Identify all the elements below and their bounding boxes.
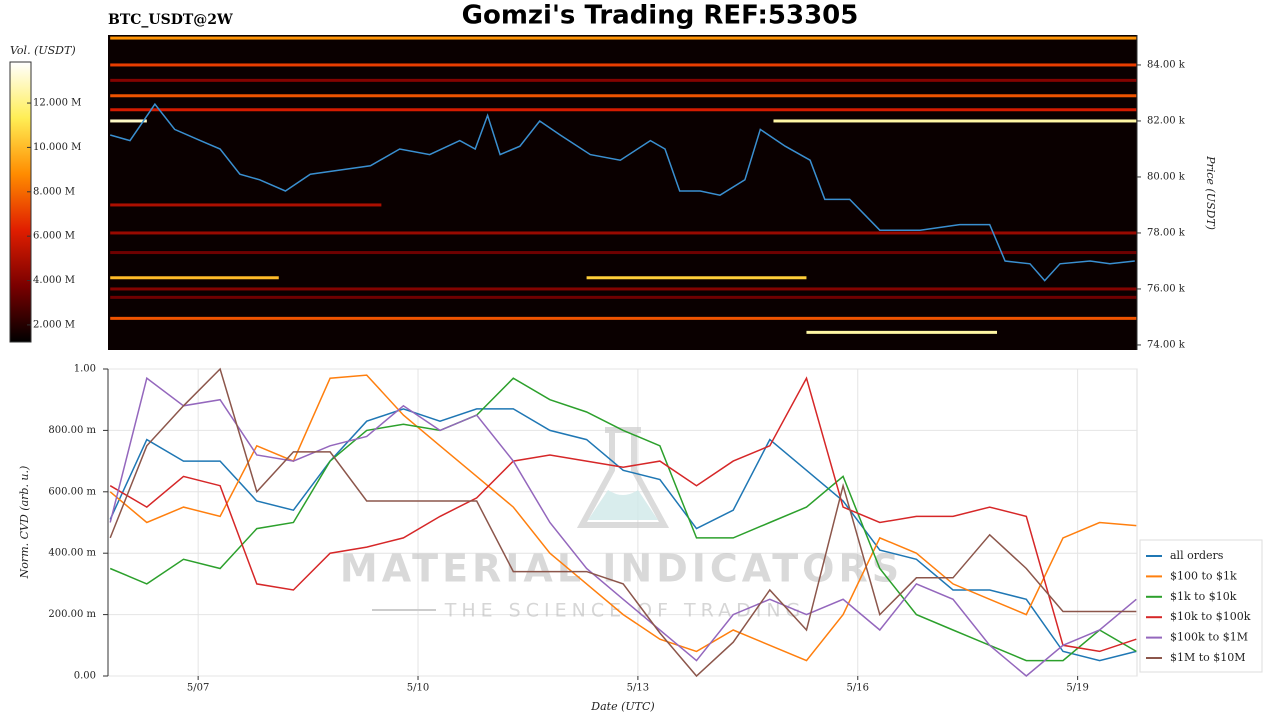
colorbar [9,61,32,343]
y-tick-label: 0.00 [74,671,96,682]
liquidity-level [110,78,1137,82]
y-tick-label: 76.00 k [1147,283,1186,294]
series-line [109,374,1137,662]
series-line [109,376,1137,677]
liquidity-level [110,63,1137,67]
watermark-subtitle: THE SCIENCE OF TRADING [444,600,806,622]
liquidity-level [110,94,1137,98]
legend-label: $1k to $10k [1170,590,1237,603]
series-line [109,377,1137,662]
series-line [109,367,1137,678]
x-tick-label: 5/10 [407,683,429,694]
liquidity-level [110,119,147,123]
price-line [109,102,1135,282]
liquidity-level [110,203,382,207]
legend: all orders $100 to $1k $1k to $10k $10k to … [1139,539,1263,673]
colorbar-tick-label: 2.000 M [33,319,75,330]
x-tick-label: 5/13 [627,683,649,694]
liquidity-level [110,231,1137,235]
y-tick-label: 600.00 m [48,486,96,497]
liquidity-level [110,108,1137,112]
legend-label: $100k to $1M [1170,631,1248,644]
x-axis-label: Date (UTC) [590,700,654,713]
liquidity-level [110,287,1137,291]
x-tick-label: 5/07 [187,683,209,694]
y-tick-label: 78.00 k [1147,227,1186,238]
x-tick-label: 5/16 [847,683,869,694]
y-tick-label: 84.00 k [1147,59,1186,70]
legend-label: $10k to $100k [1170,610,1251,623]
colorbar-tick-label: 10.000 M [33,142,81,153]
watermark-icon [588,490,658,520]
liquidity-level [110,251,1137,255]
y-tick-label: 82.00 k [1147,115,1186,126]
colorbar-tick-label: 8.000 M [33,186,75,197]
liquidity-level [110,276,279,280]
liquidity-level [773,119,1137,123]
liquidity-level [110,36,1137,40]
plot-background [108,35,1137,350]
legend-box [1139,539,1263,673]
legend-label: $1M to $10M [1170,651,1246,664]
series-line [109,408,1137,662]
y-axis-label: Norm. CVD (arb. u.) [18,466,31,580]
chart-title: Gomzi's Trading REF:53305 [462,1,859,31]
legend-label: all orders [1170,549,1224,562]
colorbar-tick-label: 12.000 M [33,98,81,109]
x-tick-label: 5/19 [1066,683,1088,694]
colorbar-tick-label: 4.000 M [33,275,75,286]
series-line [109,376,1137,653]
liquidity-level [110,295,1137,299]
y-tick-label: 74.00 k [1147,339,1186,350]
chart-subtitle: BTC_USDT@2W [108,12,233,28]
y-tick-label: 800.00 m [48,425,96,436]
y-tick-label: 400.00 m [48,548,96,559]
y-axis-label: Price (USDT) [1204,155,1217,230]
colorbar-tick-label: 6.000 M [33,231,75,242]
y-tick-label: 200.00 m [48,609,96,620]
y-tick-label: 80.00 k [1147,171,1186,182]
liquidity-level [586,276,807,280]
liquidity-level [110,316,1137,320]
y-tick-label: 1.00 [74,364,96,375]
legend-label: $100 to $1k [1170,569,1237,582]
colorbar-label: Vol. (USDT) [10,44,76,57]
liquidity-level [806,330,998,334]
